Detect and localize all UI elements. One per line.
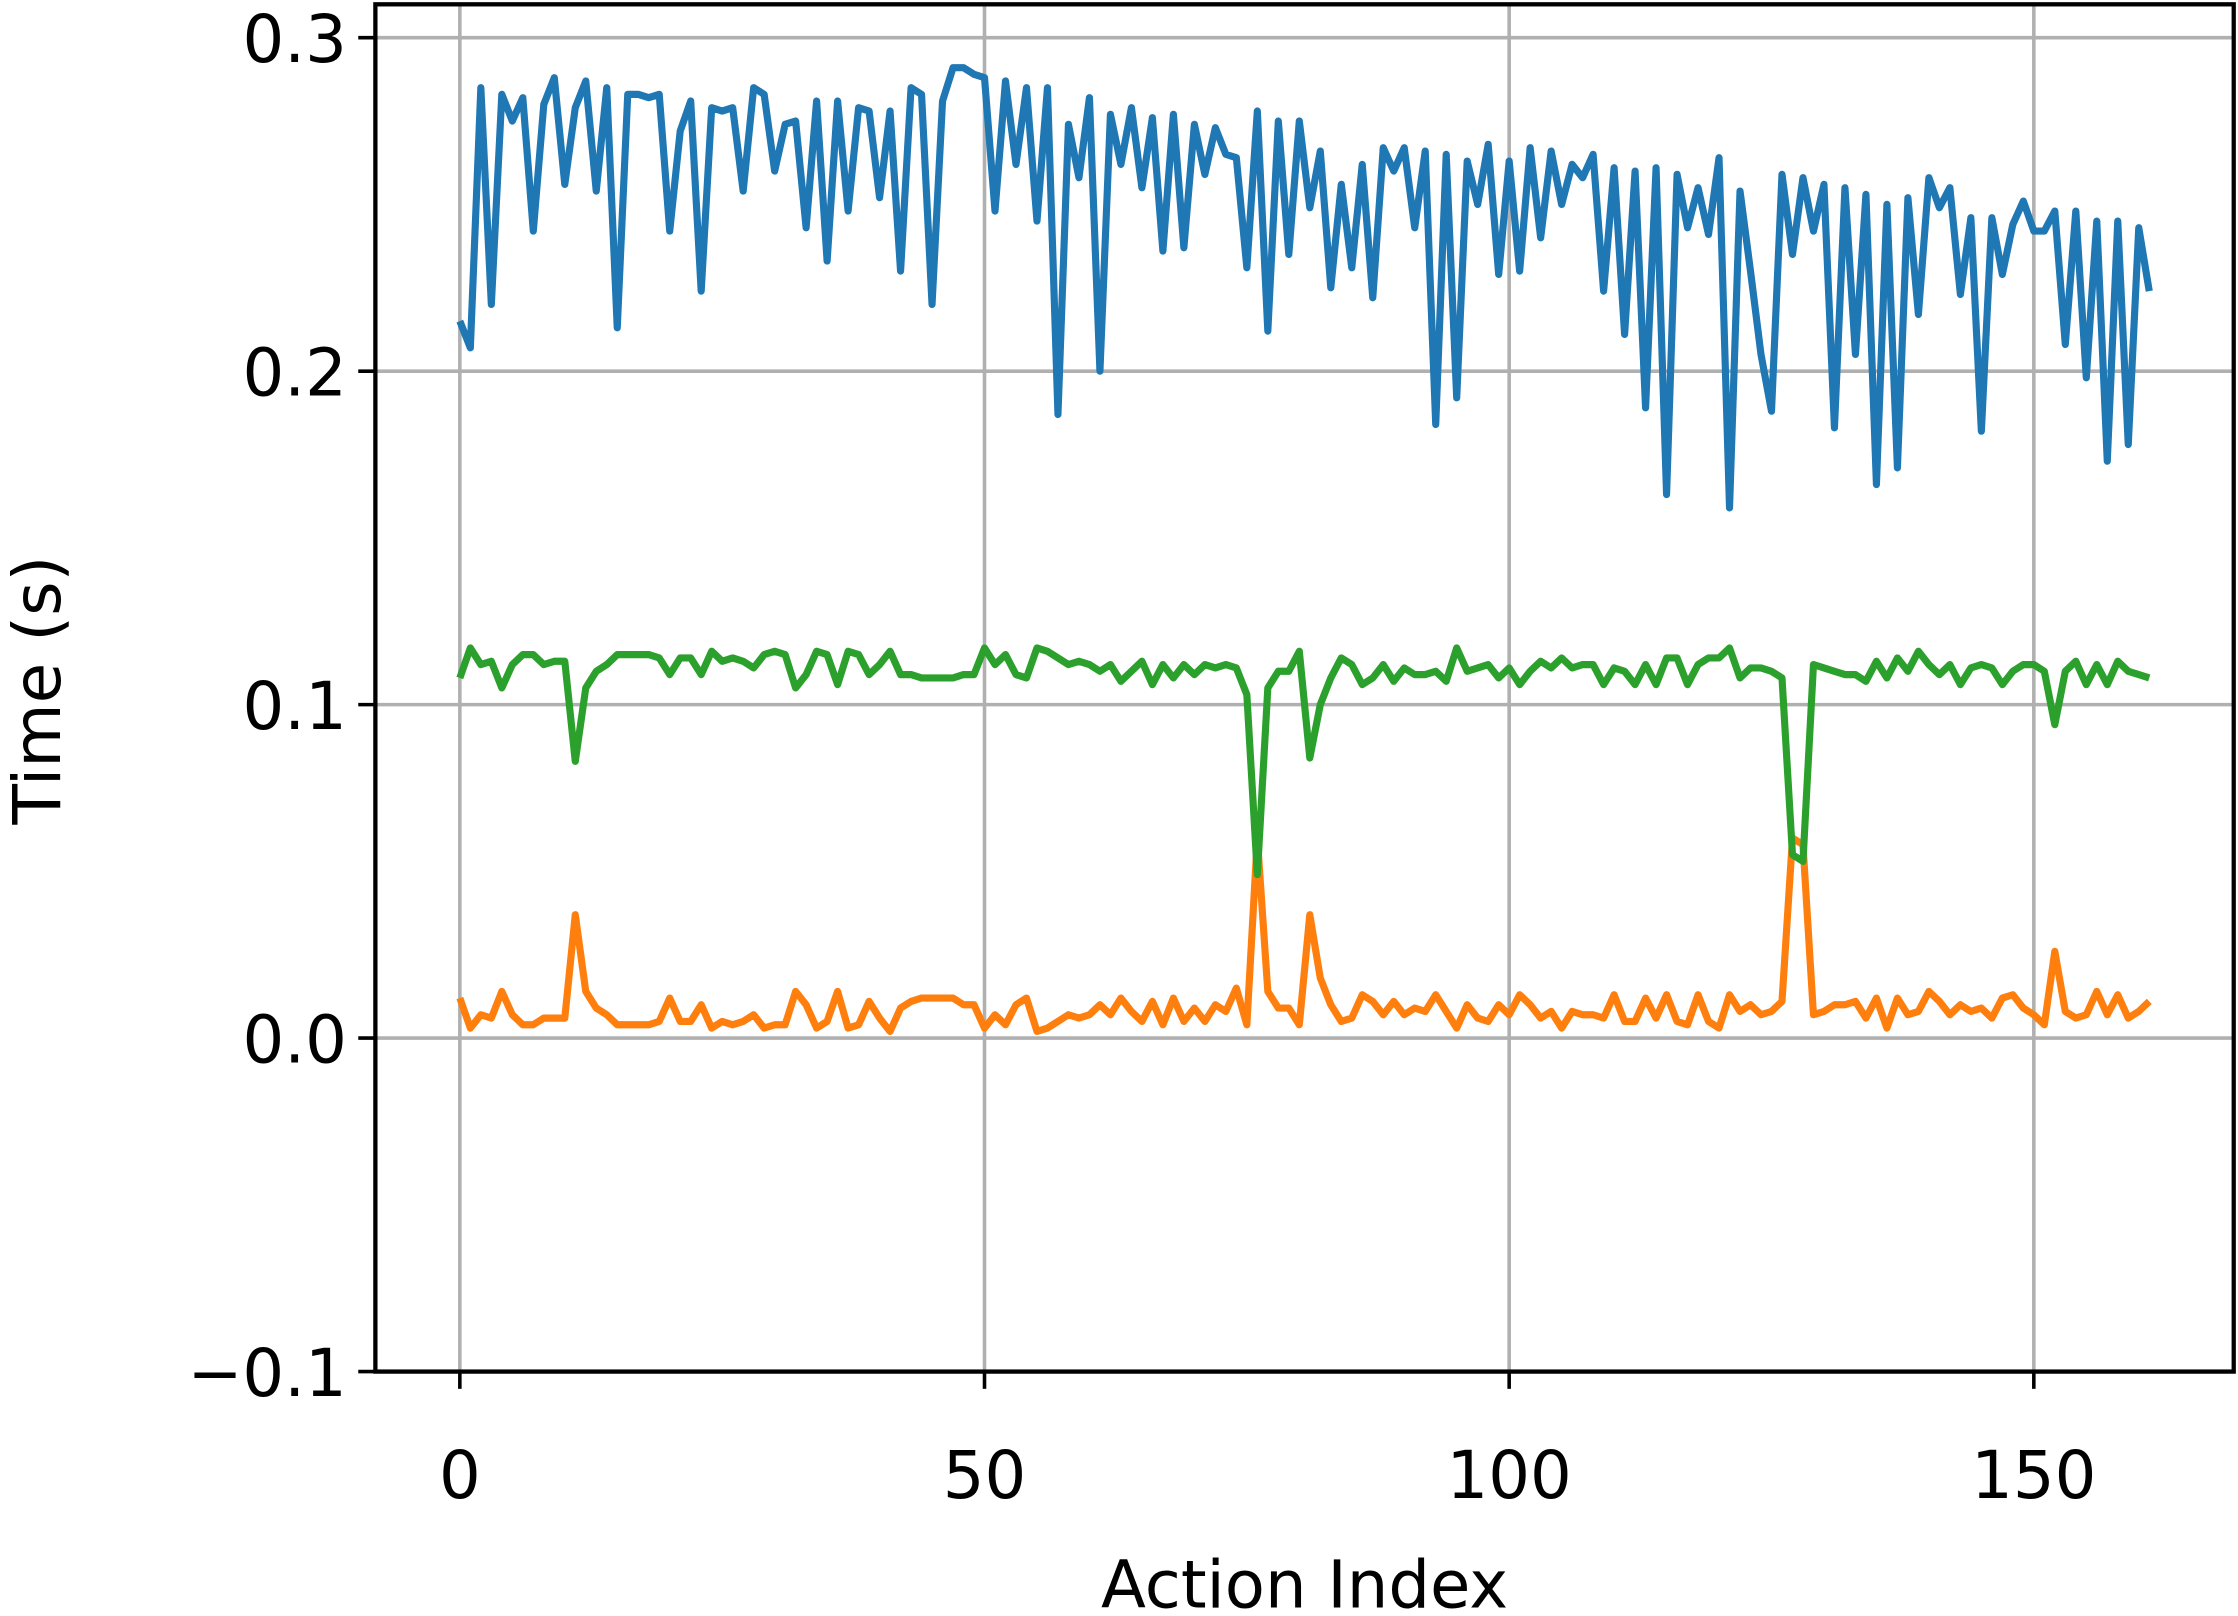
x-tick-label: 0 [439,1437,481,1514]
y-tick-label: 0.3 [242,1,346,78]
series-line [456,644,2151,879]
y-axis-label: Time (s) [0,556,76,826]
plot-frame [373,2,2236,1374]
y-tick-label: 0.0 [242,1001,346,1078]
y-tick-label: −0.1 [187,1335,346,1412]
x-axis-label: Action Index [1101,1546,1508,1616]
x-tick-label: 150 [1971,1437,2096,1514]
y-tick-label: 0.2 [242,334,346,411]
series-line [456,64,2153,512]
y-tick-label: 0.1 [242,668,346,745]
series-line [456,834,2152,1036]
x-tick-label: 50 [943,1437,1027,1514]
x-tick-label: 100 [1447,1437,1572,1514]
